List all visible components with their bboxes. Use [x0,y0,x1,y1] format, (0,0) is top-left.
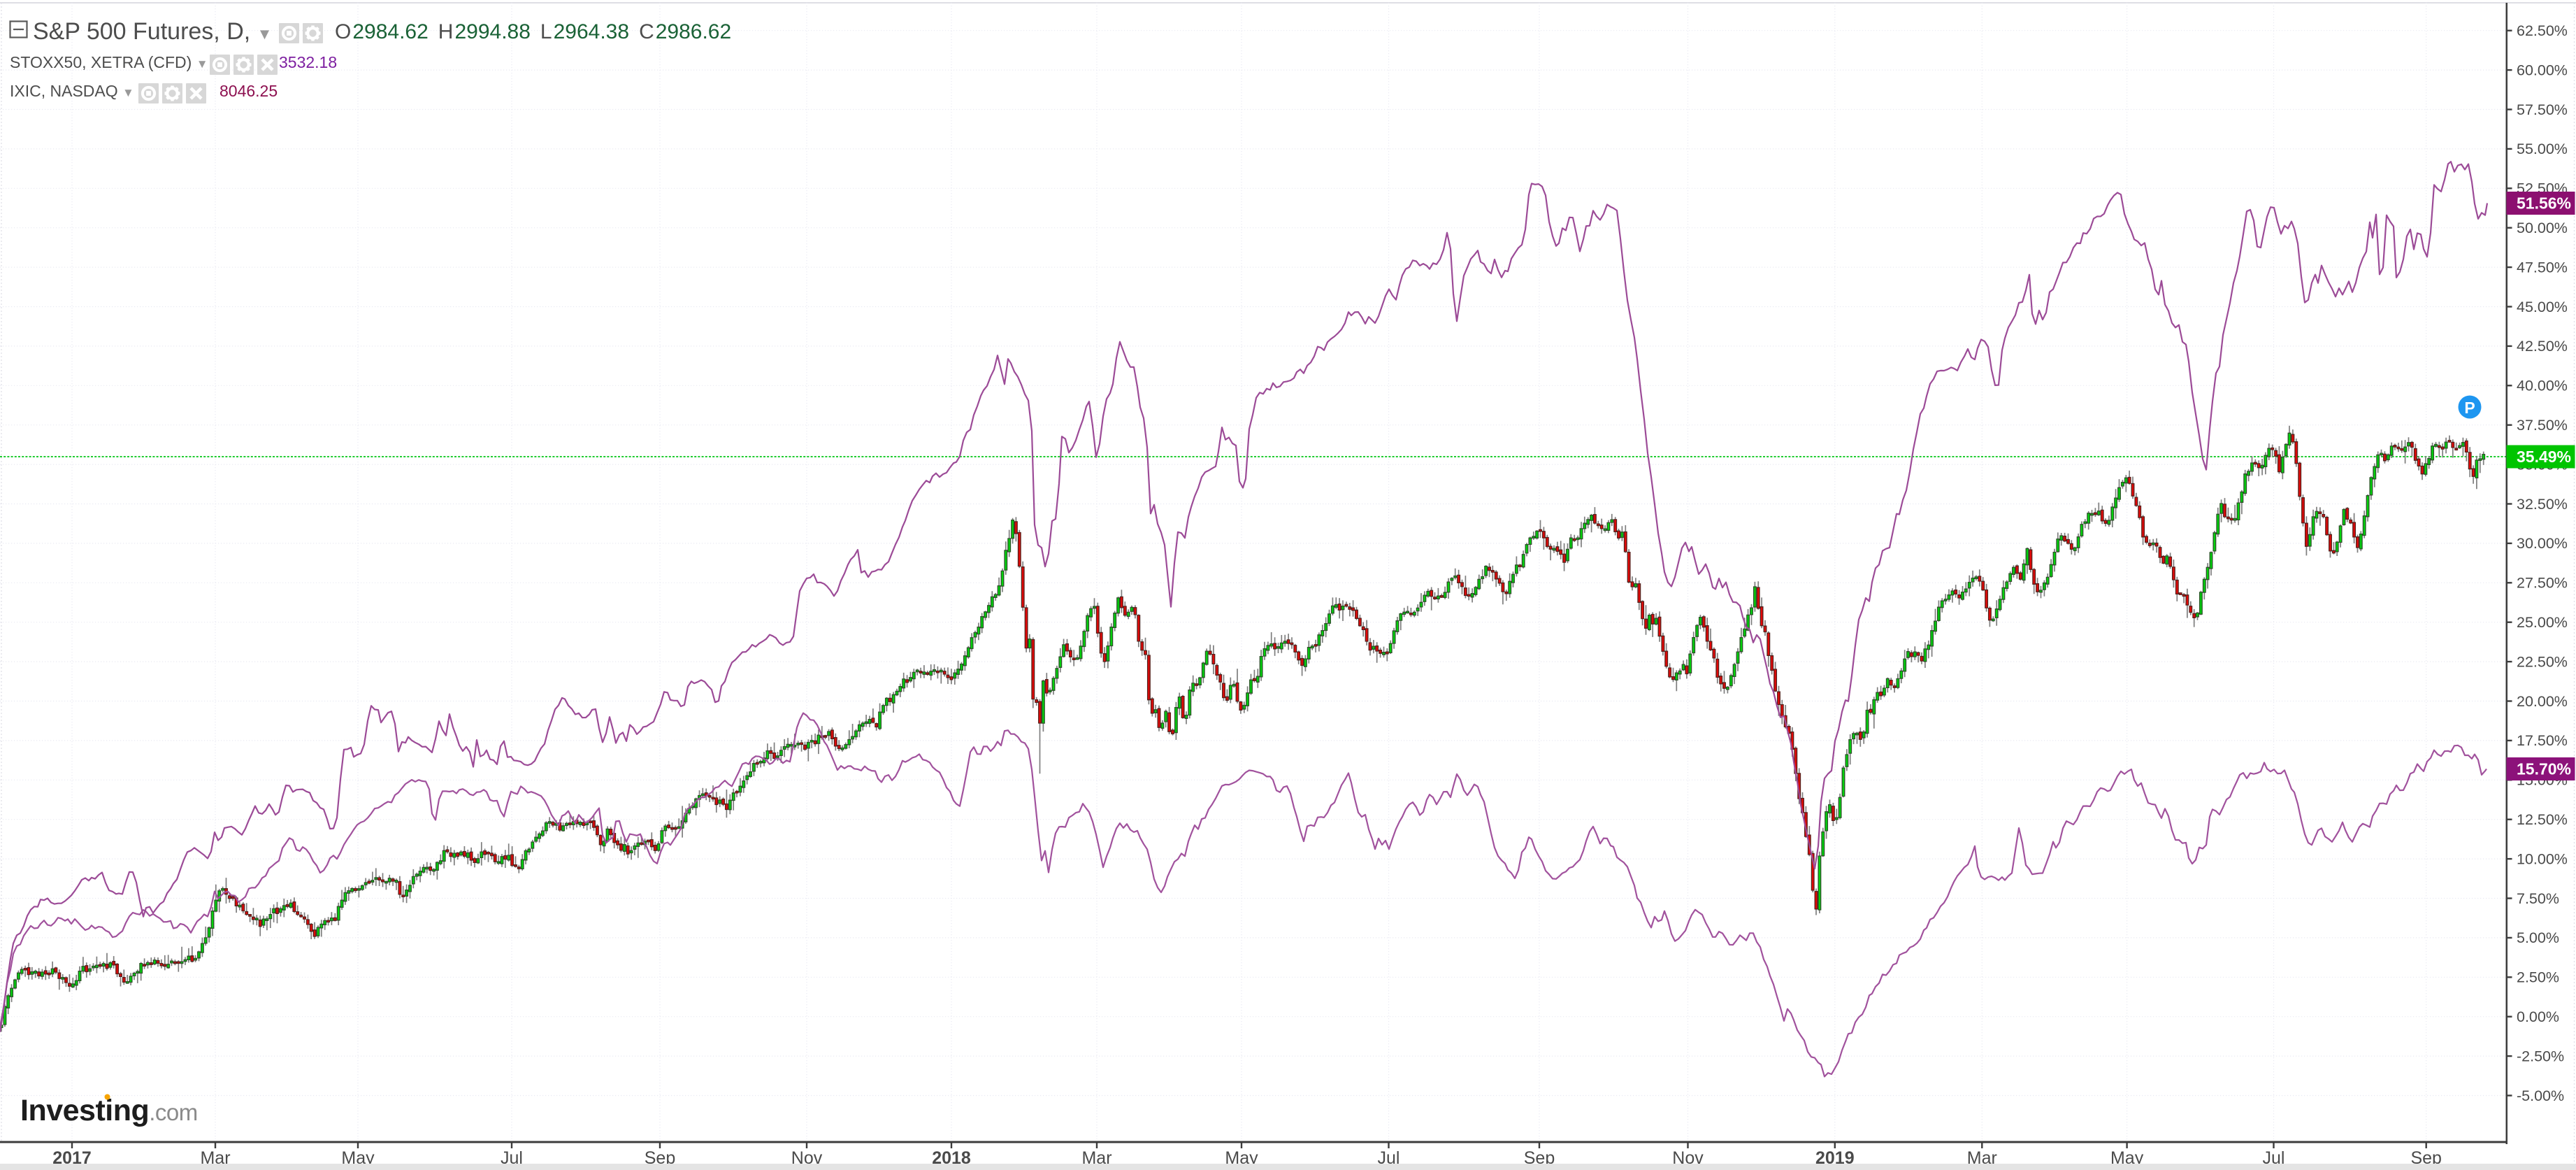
svg-text:7.50%: 7.50% [2517,890,2559,907]
svg-text:15.70%: 15.70% [2517,760,2571,778]
svg-text:10.00%: 10.00% [2517,850,2568,867]
svg-text:0.00%: 0.00% [2517,1008,2559,1025]
svg-text:25.00%: 25.00% [2517,614,2568,631]
svg-text:32.50%: 32.50% [2517,496,2568,513]
svg-text:45.00%: 45.00% [2517,299,2568,315]
svg-text:STOXX50, XETRA (CFD) ▼: STOXX50, XETRA (CFD) ▼ [10,53,208,71]
svg-text:Investing.com: Investing.com [20,1094,198,1127]
svg-text:57.50%: 57.50% [2517,101,2568,118]
svg-text:2.50%: 2.50% [2517,969,2559,986]
svg-text:42.50%: 42.50% [2517,338,2568,355]
svg-text:3532.18: 3532.18 [279,53,337,71]
svg-text:5.00%: 5.00% [2517,929,2559,946]
svg-text:12.50%: 12.50% [2517,811,2568,828]
svg-text:P: P [2464,399,2475,417]
svg-text:22.50%: 22.50% [2517,653,2568,670]
svg-text:S&P 500 Futures, D, ▼: S&P 500 Futures, D, ▼ [33,18,272,45]
svg-text:35.49%: 35.49% [2517,448,2571,466]
svg-text:8046.25: 8046.25 [220,82,278,100]
svg-text:47.50%: 47.50% [2517,259,2568,276]
svg-text:37.50%: 37.50% [2517,417,2568,434]
svg-text:55.00%: 55.00% [2517,141,2568,157]
svg-text:30.00%: 30.00% [2517,535,2568,552]
svg-text:40.00%: 40.00% [2517,378,2568,394]
svg-text:-5.00%: -5.00% [2517,1087,2564,1104]
svg-text:62.50%: 62.50% [2517,22,2568,39]
svg-text:27.50%: 27.50% [2517,575,2568,592]
svg-text:60.00%: 60.00% [2517,62,2568,78]
svg-text:-2.50%: -2.50% [2517,1048,2564,1064]
svg-text:51.56%: 51.56% [2517,194,2571,213]
svg-text:17.50%: 17.50% [2517,732,2568,749]
svg-text:IXIC, NASDAQ ▼: IXIC, NASDAQ ▼ [10,82,134,100]
svg-text:20.00%: 20.00% [2517,693,2568,710]
svg-text:50.00%: 50.00% [2517,220,2568,236]
